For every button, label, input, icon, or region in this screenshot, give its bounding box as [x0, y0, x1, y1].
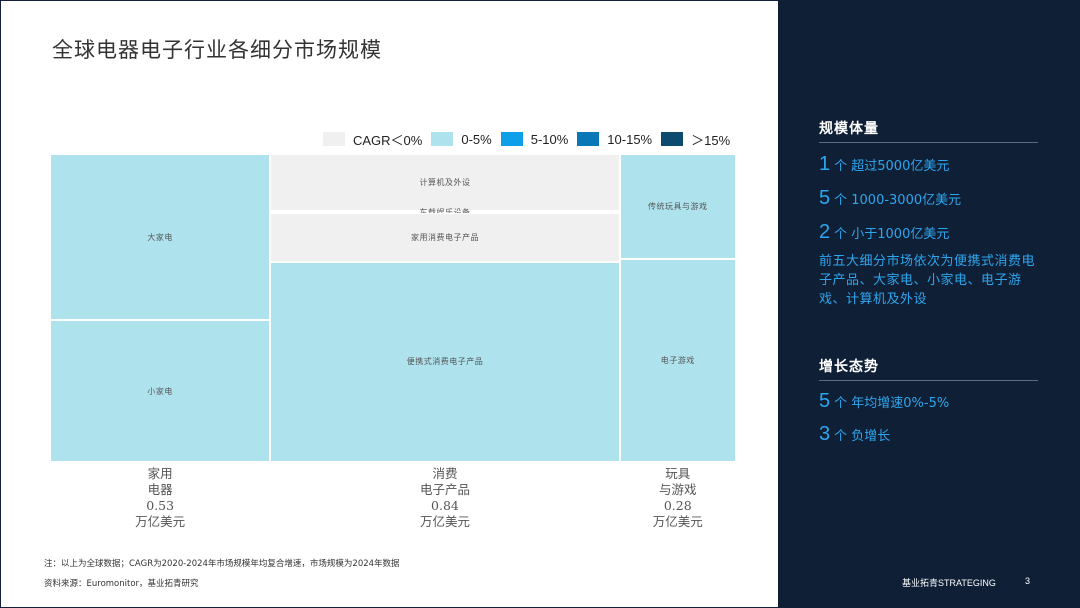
column-label-line: 电器	[147, 482, 173, 497]
column-label-line: 万亿美元	[419, 514, 470, 529]
legend-item: 0-5%	[431, 131, 492, 147]
column-label-line: 万亿美元	[652, 514, 703, 529]
footnote: 注：以上为全球数据；CAGR为2020-2024年市场规模年均复合增速，市场规模…	[44, 559, 400, 569]
page-title: 全球电器电子行业各细分市场规模	[52, 38, 382, 62]
scale-summary: 前五大细分市场依次为便携式消费电子产品、大家电、小家电、电子游戏、计算机及外设	[819, 254, 1036, 307]
legend-swatch	[500, 132, 523, 146]
column-label-line: 电子产品	[419, 482, 470, 497]
scale-section-divider	[819, 142, 1038, 143]
mosaic-cell: 便携式消费电子产品	[270, 261, 620, 462]
growth-stat-1: 5 个 年均增速0%-5%	[819, 390, 949, 413]
growth-section-divider	[819, 380, 1038, 381]
column-label: 家用 电器 0.53 万亿美元	[50, 466, 270, 530]
column-label-line: 消费	[432, 466, 458, 481]
legend-label: 5-10%	[530, 131, 569, 147]
source-note: 资料来源：Euromonitor，基业拓青研究	[44, 579, 199, 589]
cell-label: 车载娱乐设备	[419, 207, 470, 218]
right-panel: 规模体量 1 个 超过5000亿美元 5 个 1000-3000亿美元 2 个 …	[778, 0, 1080, 608]
cell-label: 传统玩具与游戏	[648, 201, 708, 211]
legend-item: 5-10%	[500, 131, 569, 147]
growth-section-title: 增长态势	[819, 359, 879, 375]
legend-label: 0-5%	[461, 131, 492, 147]
legend-label: ＞15%	[691, 132, 731, 148]
mosaic-cell: 传统玩具与游戏	[619, 154, 736, 259]
column-label: 消费 电子产品 0.84 万亿美元	[270, 466, 619, 530]
stat-number: 5	[819, 390, 831, 412]
legend-label: CAGR＜0%	[353, 132, 423, 148]
stat-text: 个 小于1000亿美元	[834, 227, 950, 242]
cell-label: 电子游戏	[660, 355, 695, 365]
legend-swatch	[577, 132, 600, 146]
cell-label: 家用消费电子产品	[410, 232, 479, 242]
stat-text: 个 负增长	[834, 429, 891, 444]
scale-stat-2: 5 个 1000-3000亿美元	[819, 187, 961, 210]
slide-main: 全球电器电子行业各细分市场规模 CAGR＜0% 0-5% 5-10% 10-15% ＞1…	[0, 0, 778, 608]
column-label-line: 玩具	[665, 466, 691, 481]
legend-item: ＞15%	[661, 130, 730, 149]
legend-item: CAGR＜0%	[323, 130, 422, 149]
column-label-line: 家用	[147, 466, 173, 481]
column-label-line: 0.28	[663, 498, 692, 513]
column-label-line: 0.53	[146, 498, 175, 513]
stat-text: 个 年均增速0%-5%	[834, 396, 950, 411]
legend-swatch	[323, 132, 345, 146]
mosaic-cell: 小家电	[50, 320, 271, 462]
legend-swatch	[661, 132, 684, 146]
scale-stat-1: 1 个 超过5000亿美元	[819, 153, 949, 176]
column-label-line: 与游戏	[659, 482, 697, 497]
mosaic-cell: 家用消费电子产品	[270, 212, 620, 262]
chart-legend: CAGR＜0% 0-5% 5-10% 10-15% ＞15%	[323, 130, 739, 149]
mosaic-cell: 电子游戏	[619, 258, 736, 462]
stat-text: 个 1000-3000亿美元	[834, 193, 962, 208]
cell-label: 小家电	[147, 386, 173, 396]
cell-label: 便携式消费电子产品	[406, 357, 484, 367]
footer-brand: 基业拓青STRATEGING	[902, 578, 996, 588]
stat-number: 2	[819, 221, 831, 243]
stat-number: 1	[819, 153, 831, 175]
mosaic-cell: 计算机及外设	[270, 154, 620, 211]
growth-stat-2: 3 个 负增长	[819, 423, 890, 446]
scale-stat-3: 2 个 小于1000亿美元	[819, 221, 949, 244]
scale-section-title: 规模体量	[819, 121, 879, 137]
legend-swatch	[431, 132, 454, 146]
page-number: 3	[1025, 576, 1031, 586]
mosaic-cell: 大家电	[50, 154, 271, 321]
legend-label: 10-15%	[607, 131, 653, 147]
column-label-line: 万亿美元	[135, 514, 186, 529]
legend-item: 10-15%	[577, 132, 652, 147]
column-label: 玩具 与游戏 0.28 万亿美元	[620, 466, 736, 530]
stat-text: 个 超过5000亿美元	[834, 159, 950, 174]
stat-number: 3	[819, 423, 831, 445]
mosaic-cell: 车载娱乐设备	[270, 208, 620, 217]
cell-label: 大家电	[147, 232, 173, 242]
cell-label: 计算机及外设	[419, 177, 471, 187]
column-label-line: 0.84	[431, 498, 459, 513]
stat-number: 5	[819, 187, 831, 209]
